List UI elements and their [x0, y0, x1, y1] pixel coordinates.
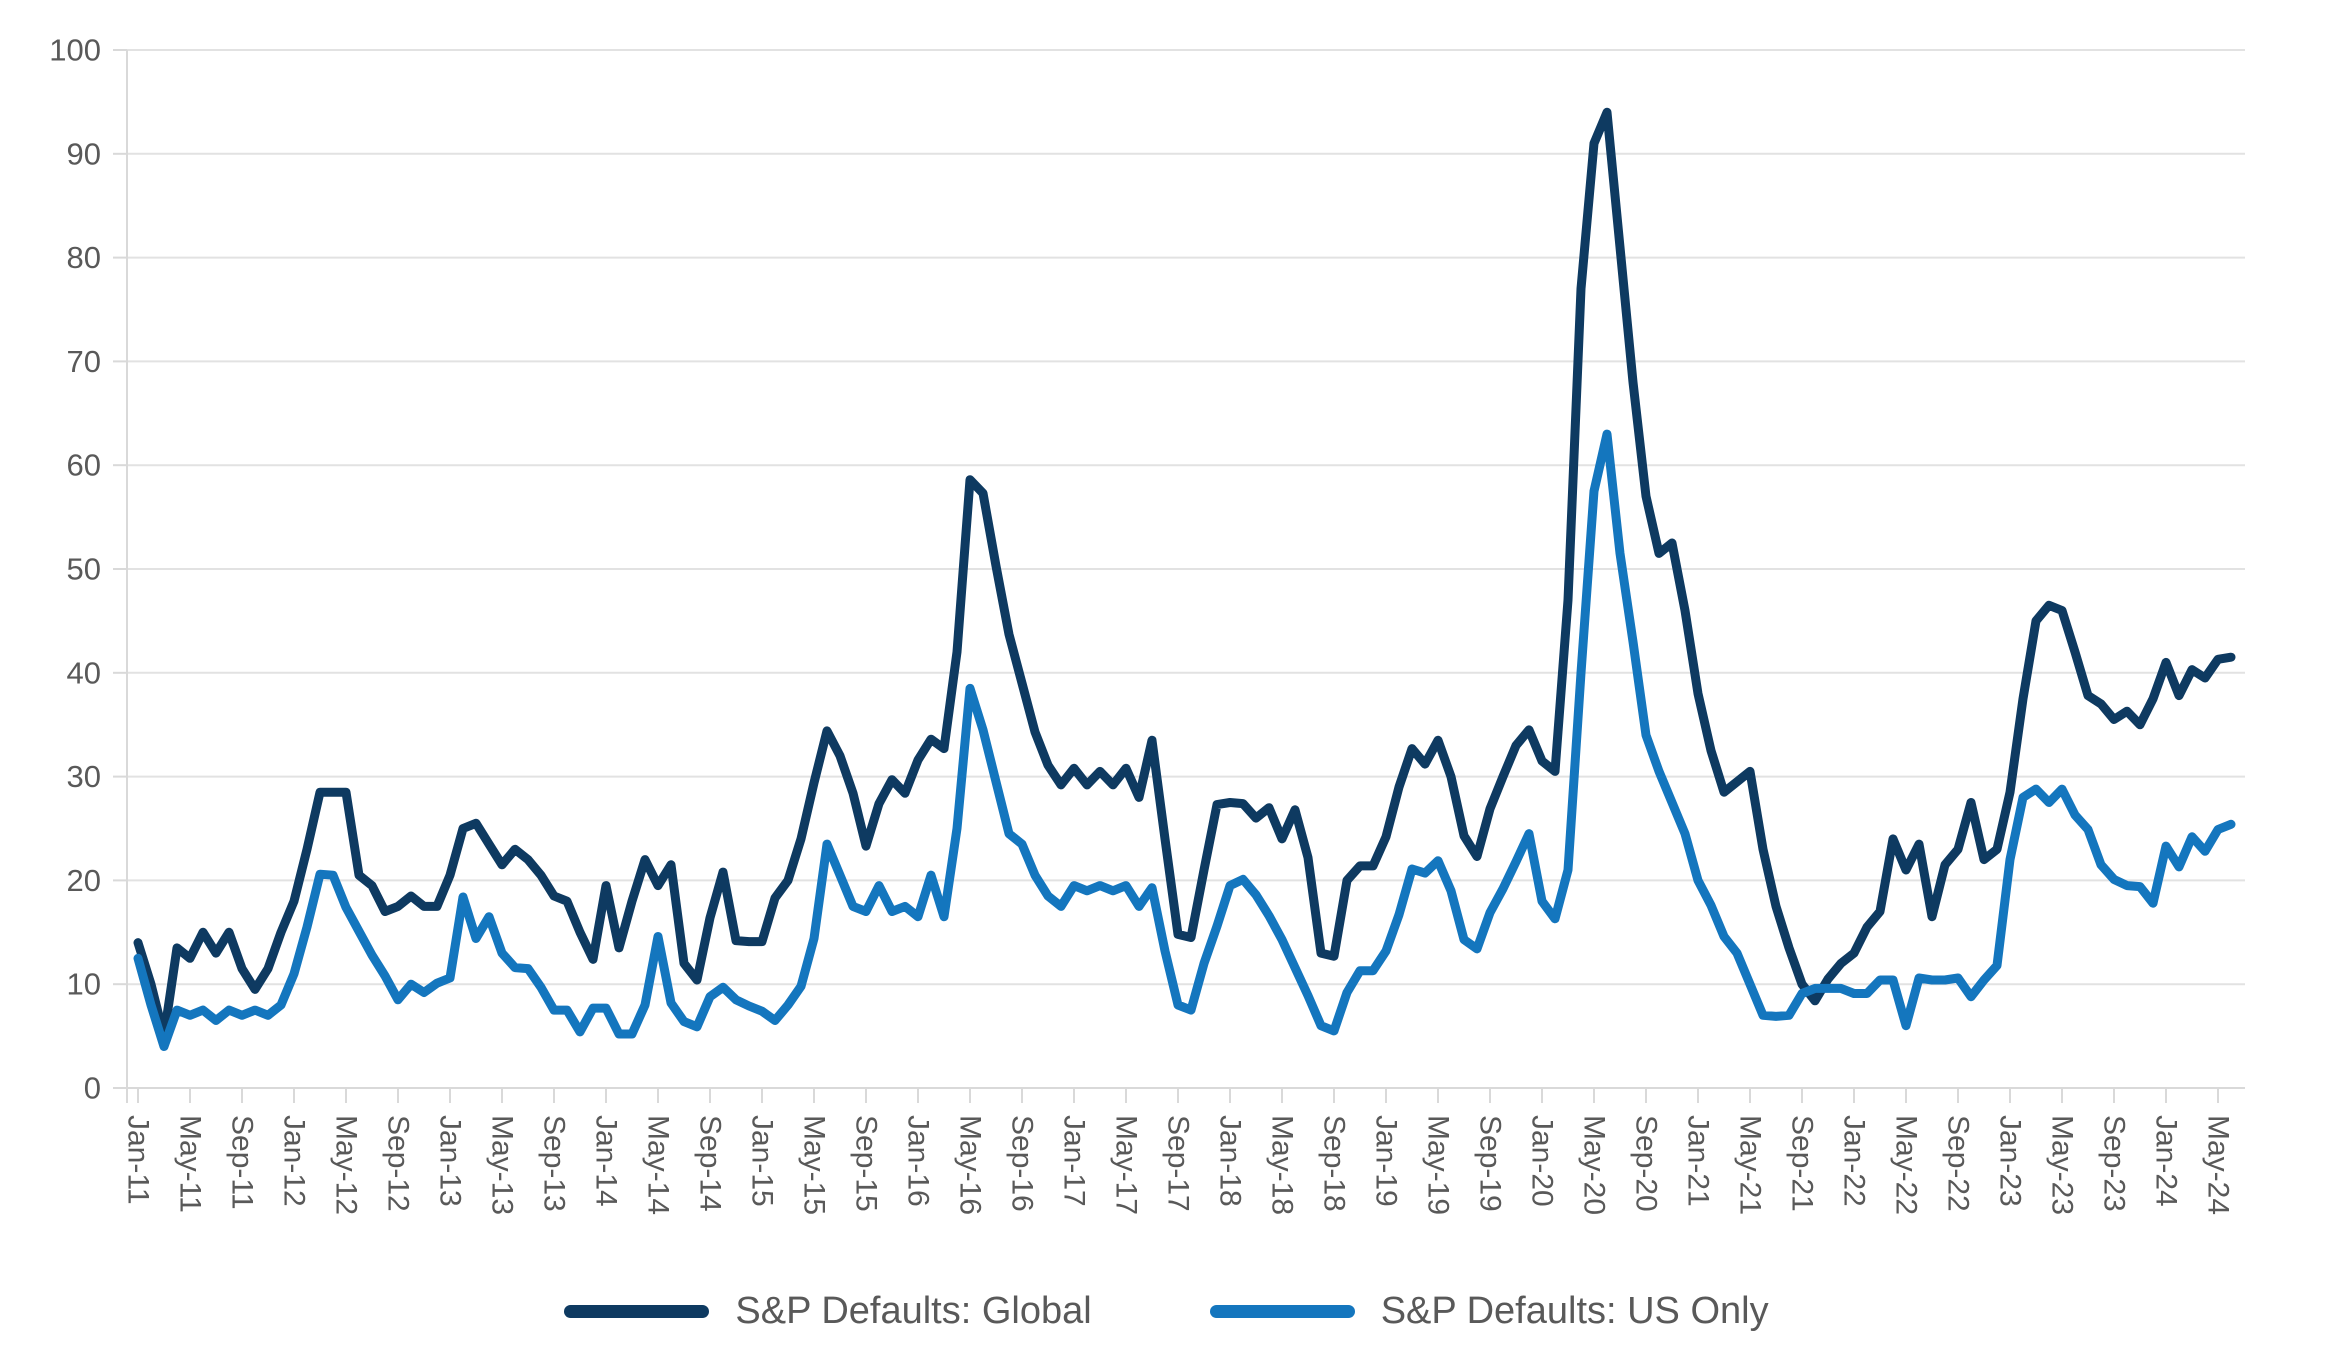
us-series-line	[133, 429, 2236, 1051]
x-axis-label: May-14	[642, 1115, 675, 1215]
y-axis-label: 50	[67, 552, 101, 587]
global-series-label: S&P Defaults: Global	[735, 1290, 1092, 1332]
x-axis-label: Sep-19	[1474, 1115, 1507, 1212]
x-axis-label: Sep-14	[694, 1115, 727, 1212]
x-axis-label: May-21	[1734, 1115, 1767, 1215]
x-axis-label: Jan-13	[434, 1115, 467, 1207]
x-axis-label: Sep-23	[2098, 1115, 2131, 1212]
x-axis-label: May-19	[1422, 1115, 1455, 1215]
legend-item-us: S&P Defaults: US Only	[1209, 1290, 1769, 1332]
x-axis-label: May-13	[486, 1115, 519, 1215]
y-axis-label: 90	[67, 136, 101, 171]
y-axis-label: 30	[67, 759, 101, 794]
x-axis-label: May-17	[1110, 1115, 1143, 1215]
x-axis-label: Jan-23	[1994, 1115, 2027, 1207]
us-series-label: S&P Defaults: US Only	[1380, 1290, 1769, 1332]
x-axis-label: Jan-17	[1058, 1115, 1091, 1207]
x-axis-label: Jan-24	[2150, 1115, 2183, 1207]
y-axis-label: 20	[67, 863, 101, 898]
x-axis-label: Jan-15	[746, 1115, 779, 1207]
x-axis-label: Sep-21	[1786, 1115, 1819, 1212]
x-axis-label: Jan-14	[590, 1115, 623, 1207]
y-axis-label: 0	[84, 1071, 101, 1106]
x-axis-label: May-24	[2202, 1115, 2235, 1215]
x-axis-label: Sep-12	[382, 1115, 415, 1212]
y-axis-label: 70	[67, 344, 101, 379]
legend: S&P Defaults: Global S&P Defaults: US On…	[0, 1292, 2333, 1330]
legend-item-global: S&P Defaults: Global	[564, 1290, 1092, 1332]
x-axis-label: Jan-11	[122, 1115, 155, 1205]
x-axis-label: Jan-19	[1370, 1115, 1403, 1207]
y-axis-label: 80	[67, 240, 101, 275]
x-axis-label: Jan-22	[1838, 1115, 1871, 1207]
x-axis-label: May-12	[330, 1115, 363, 1215]
us-series-swatch	[1209, 1304, 1355, 1318]
x-axis-label: May-18	[1266, 1115, 1299, 1215]
y-axis-label: 10	[67, 967, 101, 1002]
x-axis-label: Jan-16	[902, 1115, 935, 1207]
y-axis-label: 60	[67, 448, 101, 483]
x-axis-label: Sep-13	[538, 1115, 571, 1212]
x-axis-label: May-22	[1890, 1115, 1923, 1215]
x-axis-label: Sep-18	[1318, 1115, 1351, 1212]
x-axis-label: May-11	[174, 1115, 207, 1213]
x-axis-label: Sep-17	[1162, 1115, 1195, 1212]
x-axis-label: Sep-22	[1942, 1115, 1975, 1212]
y-axis-label: 40	[67, 655, 101, 690]
x-axis-label: May-20	[1578, 1115, 1611, 1215]
x-axis-label: May-16	[954, 1115, 987, 1215]
x-axis-label: Jan-18	[1214, 1115, 1247, 1207]
x-axis-label: Sep-15	[850, 1115, 883, 1212]
x-axis-label: Jan-12	[278, 1115, 311, 1207]
x-axis-label: Sep-11	[226, 1115, 259, 1210]
x-axis-label: May-23	[2046, 1115, 2079, 1215]
x-axis-label: Sep-20	[1630, 1115, 1663, 1212]
x-axis-label: Jan-20	[1526, 1115, 1559, 1207]
y-axis-label: 100	[49, 33, 101, 68]
x-axis-label: Sep-16	[1006, 1115, 1039, 1212]
x-axis-label: Jan-21	[1682, 1115, 1715, 1207]
global-series-swatch	[564, 1304, 710, 1318]
x-axis-label: May-15	[798, 1115, 831, 1215]
global-series-line	[133, 107, 2236, 1041]
